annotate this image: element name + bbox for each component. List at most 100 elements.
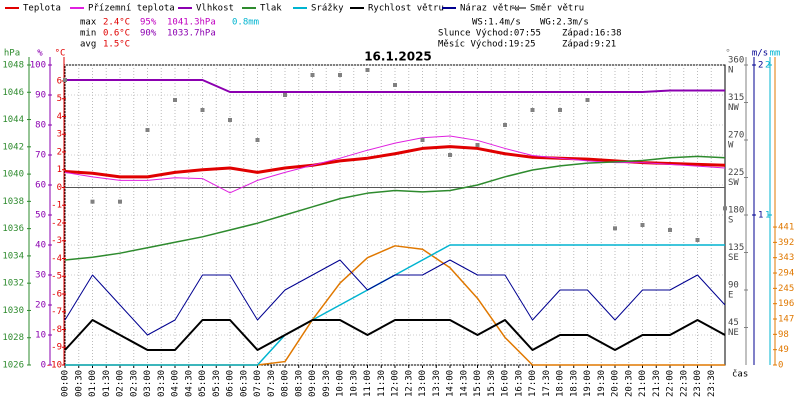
info-text: Západ:16:38	[562, 29, 622, 39]
y-tick-label: -3	[51, 236, 62, 246]
y-tick-name: NW	[728, 103, 739, 113]
series-line	[64, 135, 726, 194]
y-tick-label: 1044	[2, 115, 24, 125]
y-tick-label: 50	[35, 211, 46, 221]
stats-value: 0.8mm	[232, 18, 259, 28]
stats-value: 1033.7hPa	[167, 29, 216, 39]
y-tick-label: 270	[728, 131, 744, 141]
y-tick-label: 90	[35, 91, 46, 101]
axis-unit: mm	[770, 49, 781, 59]
wind-direction-point	[200, 108, 205, 112]
y-tick-label: -7	[51, 307, 62, 317]
y-tick-label: 245	[778, 284, 794, 294]
wind-direction-point	[503, 123, 507, 127]
series-line	[64, 155, 726, 261]
x-tick-label: 14:00	[446, 370, 456, 397]
x-tick-label: 00:30	[74, 370, 84, 397]
y-tick-label: 3	[57, 130, 62, 140]
wind-direction-point	[173, 98, 177, 102]
x-tick-label: 18:00	[556, 370, 566, 397]
y-tick-label: 100	[30, 61, 46, 71]
stats-label: avg	[80, 40, 96, 50]
y-tick-label: 49	[778, 345, 789, 355]
y-tick-label: -5	[51, 272, 62, 282]
y-tick-label: -4	[51, 254, 62, 264]
legend-label: Srážky	[311, 4, 344, 14]
y-tick-label: 1034	[2, 251, 24, 261]
y-tick-label: 147	[778, 315, 794, 325]
wind-direction-point	[640, 223, 645, 227]
x-tick-label: 19:30	[597, 370, 607, 397]
y-tick-label: -1	[51, 201, 62, 211]
wind-direction-point	[585, 98, 590, 102]
y-tick-label: 392	[778, 238, 794, 248]
x-tick-label: 22:00	[666, 370, 676, 397]
x-tick-label: 19:00	[583, 370, 593, 397]
x-tick-label: 12:00	[391, 370, 401, 397]
legend-label: Přízemní teplota	[88, 4, 175, 14]
x-tick-label: 03:30	[157, 370, 167, 397]
y-tick-label: -10	[46, 361, 62, 371]
x-tick-label: 05:30	[212, 370, 222, 397]
y-tick-label: 70	[35, 151, 46, 161]
wind-direction-point	[338, 73, 342, 77]
y-tick-label: 135	[728, 243, 744, 253]
legend-label: Rychlost větru	[368, 4, 444, 14]
y-tick-label: 1	[765, 211, 770, 221]
y-tick-label: 2	[765, 61, 770, 71]
x-tick-label: 04:30	[184, 370, 194, 397]
y-tick-label: 4	[57, 112, 62, 122]
x-tick-label: 01:30	[102, 370, 112, 397]
y-tick-label: 1040	[2, 170, 24, 180]
x-tick-label: 08:00	[281, 370, 291, 397]
x-tick-label: 21:30	[652, 370, 662, 397]
y-tick-label: 1030	[2, 306, 24, 316]
stats-label: max	[80, 18, 97, 28]
y-tick-label: 90	[728, 281, 739, 291]
axis-unit: °	[725, 49, 730, 59]
wind-direction-point	[448, 153, 452, 157]
wind-direction-point	[365, 68, 370, 72]
y-tick-name: SW	[728, 178, 739, 188]
y-tick-label: 40	[35, 241, 46, 251]
wind-direction-point	[283, 93, 287, 97]
y-tick-label: 10	[35, 331, 46, 341]
y-tick-label: 1042	[2, 142, 24, 152]
y-tick-name: NE	[728, 328, 739, 338]
series-line	[64, 145, 726, 179]
x-tick-label: 15:30	[487, 370, 497, 397]
y-tick-label: -8	[51, 325, 62, 335]
axis-unit: m/s	[752, 49, 768, 59]
chart-title: 16.1.2025	[364, 50, 432, 64]
y-tick-name: E	[728, 291, 733, 301]
stats-value: 1041.3hPa	[167, 18, 216, 28]
y-tick-label: 98	[778, 330, 789, 340]
info-text: WS:1.4m/s	[472, 18, 521, 28]
y-tick-label: 6	[57, 76, 62, 86]
y-tick-label: 1032	[2, 279, 24, 289]
y-tick-label: 196	[778, 299, 794, 309]
y-tick-label: 60	[35, 181, 46, 191]
y-tick-label: 0	[41, 361, 46, 371]
axis-unit: °C	[55, 49, 66, 59]
info-text: WG:2.3m/s	[540, 18, 589, 28]
x-tick-label: 02:30	[129, 370, 139, 397]
x-tick-label: 05:00	[198, 370, 208, 397]
info-text: Měsíc Východ:19:25	[438, 40, 536, 50]
x-tick-label: 13:00	[418, 370, 428, 397]
x-tick-label: 02:00	[116, 370, 126, 397]
y-tick-label: 2	[57, 147, 62, 157]
stats-value: 90%	[140, 29, 157, 39]
x-tick-label: 14:30	[459, 370, 469, 397]
x-tick-label: 18:30	[569, 370, 579, 397]
wind-direction-point	[145, 128, 150, 132]
x-tick-label: 09:00	[308, 370, 318, 397]
x-tick-label: 20:30	[624, 370, 634, 397]
y-tick-label: 1	[758, 211, 763, 221]
y-tick-label: 80	[35, 121, 46, 131]
y-tick-name: SE	[728, 253, 739, 263]
series-line	[64, 259, 726, 336]
wind-direction-point	[420, 138, 425, 142]
x-tick-label: 08:30	[294, 370, 304, 397]
